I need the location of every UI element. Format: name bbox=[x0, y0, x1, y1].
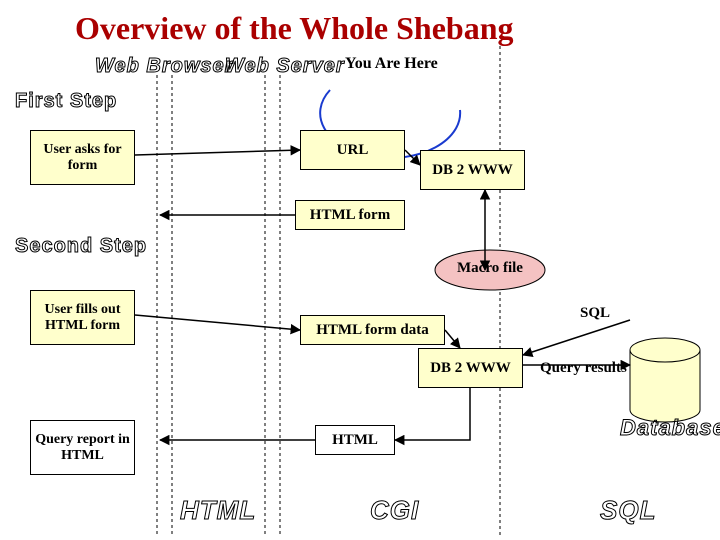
footer-html: HTML bbox=[180, 495, 256, 526]
footer-cgi: CGI bbox=[370, 495, 419, 526]
box-html-out: HTML bbox=[315, 425, 395, 455]
box-form-data: HTML form data bbox=[300, 315, 445, 345]
box-db2-www-1: DB 2 WWW bbox=[420, 150, 525, 190]
query-results-label: Query results bbox=[540, 360, 627, 377]
sql-label: SQL bbox=[580, 305, 610, 322]
box-url: URL bbox=[300, 130, 405, 170]
first-step-label: First Step bbox=[15, 90, 117, 113]
second-step-label: Second Step bbox=[15, 235, 147, 258]
header-web-browser: Web Browser bbox=[95, 55, 233, 78]
box-user-fills: User fills out HTML form bbox=[30, 290, 135, 345]
box-user-asks: User asks for form bbox=[30, 130, 135, 185]
header-web-server: Web Server bbox=[225, 55, 345, 78]
box-db2-www-2: DB 2 WWW bbox=[418, 348, 523, 388]
you-are-here-label: You Are Here bbox=[345, 55, 438, 73]
database-label: Database bbox=[620, 415, 720, 441]
box-query-report: Query report in HTML bbox=[30, 420, 135, 475]
footer-sql: SQL bbox=[600, 495, 656, 526]
macro-file-label: Macro file bbox=[435, 260, 545, 277]
page-title: Overview of the Whole Shebang bbox=[75, 10, 514, 47]
box-html-form: HTML form bbox=[295, 200, 405, 230]
